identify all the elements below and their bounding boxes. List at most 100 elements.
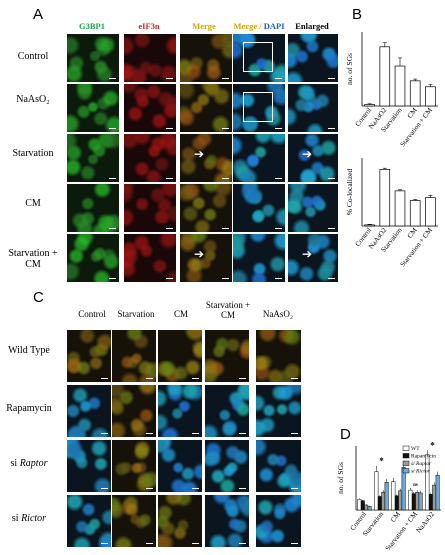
- scale-bar: [101, 488, 108, 489]
- panel-b-label: B: [352, 6, 363, 23]
- bar: [398, 490, 403, 511]
- scale-bar: [146, 543, 153, 544]
- significance-annotation: *: [430, 440, 435, 450]
- y-axis-label: no. of SGs: [336, 462, 345, 494]
- panel-c-row-label: Wild Type: [8, 345, 50, 356]
- bar: [425, 197, 436, 227]
- bar: [425, 86, 436, 107]
- arrow-icon: ➔: [302, 247, 313, 261]
- micrograph-tile: [256, 495, 301, 547]
- micrograph-tile: [124, 134, 176, 182]
- micrograph-tile: [124, 84, 176, 132]
- micrograph-tile: [256, 440, 301, 492]
- micrograph-tile: [112, 385, 156, 437]
- scale-bar: [146, 378, 153, 379]
- y-axis-label: no. of SGs: [345, 53, 354, 85]
- bar: [367, 506, 372, 511]
- micrograph-tile: [67, 134, 119, 182]
- bar: [432, 484, 437, 511]
- panel-c-header: Starvation: [117, 309, 155, 319]
- panel-b-chart-sgs: Control NaAsO2 Starvation CM Starvation + CM…: [344, 22, 444, 150]
- tick-label: NaAsO2: [415, 510, 437, 535]
- scale-bar: [275, 278, 282, 279]
- bar: [394, 65, 406, 107]
- scale-bar: [166, 278, 173, 279]
- bar: [364, 504, 369, 511]
- bar: [409, 80, 421, 107]
- micrograph-tile: [124, 234, 176, 282]
- scale-bar: [328, 278, 335, 279]
- panel-c-header: CM: [173, 309, 188, 319]
- scale-bar: [239, 543, 246, 544]
- panel-a-header-merge: Merge: [192, 21, 216, 31]
- panel-a-row-label: CM: [25, 198, 41, 209]
- bar: [374, 471, 379, 511]
- tick-label: CM: [406, 106, 419, 120]
- bar: [411, 493, 416, 511]
- arrow-icon: ➔: [194, 247, 205, 261]
- bar: [391, 481, 396, 511]
- scale-bar: [109, 178, 116, 179]
- micrograph-tile: [233, 34, 285, 82]
- micrograph-tile: ➔: [180, 234, 232, 282]
- zoom-region-box: [243, 92, 273, 122]
- bar: [409, 200, 421, 227]
- arrow-icon: ➔: [194, 147, 205, 161]
- enlarged-micrograph-tile: [288, 34, 338, 82]
- micrograph-tile: [112, 495, 156, 547]
- bar: [428, 494, 433, 511]
- scale-bar: [275, 78, 282, 79]
- panel-d-chart: Control Starvation CM Starvation + CM NaAsO2…: [336, 440, 445, 552]
- y-axis-label: % Co-localized: [345, 169, 354, 216]
- micrograph-tile: [256, 385, 301, 437]
- bar: [401, 467, 406, 511]
- panel-a-header-eif3n: eIF3n: [138, 21, 160, 31]
- scale-bar: [291, 543, 298, 544]
- panel-a-header-enlarged: Enlarged: [295, 21, 329, 31]
- micrograph-tile: ➔: [180, 134, 232, 182]
- scale-bar: [192, 378, 199, 379]
- micrograph-tile: [67, 385, 111, 437]
- micrograph-tile: [180, 184, 232, 232]
- bar: [415, 491, 420, 511]
- micrograph-tile: [158, 440, 202, 492]
- scale-bar: [109, 228, 116, 229]
- bar: [435, 474, 440, 511]
- scale-bar: [192, 488, 199, 489]
- scale-bar: [275, 178, 282, 179]
- bar: [418, 492, 423, 511]
- scale-bar: [192, 543, 199, 544]
- scale-bar: [222, 128, 229, 129]
- scale-bar: [291, 488, 298, 489]
- legend-swatch: [402, 453, 410, 459]
- panel-c-header: Control: [78, 309, 106, 319]
- bar: [381, 491, 386, 511]
- bar: [394, 190, 406, 227]
- scale-bar: [192, 433, 199, 434]
- panel-c-row-label: si Raptor: [10, 458, 48, 469]
- legend-swatch: [402, 445, 410, 451]
- scale-bar: [328, 178, 335, 179]
- panel-a-row-label: Starvation + CM: [8, 248, 58, 270]
- micrograph-tile: [205, 330, 249, 382]
- panel-a-row-label: NaAsO₂: [16, 94, 50, 105]
- micrograph-tile: [205, 385, 249, 437]
- panel-c-header: Starvation + CM: [205, 300, 251, 320]
- scale-bar: [222, 228, 229, 229]
- bar: [408, 489, 413, 511]
- micrograph-tile: [233, 134, 285, 182]
- bar: [379, 168, 391, 227]
- legend-entry: si Raptor: [411, 461, 432, 467]
- micrograph-tile: [205, 440, 249, 492]
- scale-bar: [109, 128, 116, 129]
- micrograph-tile: [233, 84, 285, 132]
- bar: [394, 495, 399, 511]
- scale-bar: [109, 278, 116, 279]
- arrow-icon: ➔: [302, 147, 313, 161]
- scale-bar: [275, 228, 282, 229]
- enlarged-micrograph-tile: [288, 184, 338, 232]
- enlarged-micrograph-tile: [288, 84, 338, 132]
- micrograph-tile: [233, 234, 285, 282]
- scale-bar: [222, 78, 229, 79]
